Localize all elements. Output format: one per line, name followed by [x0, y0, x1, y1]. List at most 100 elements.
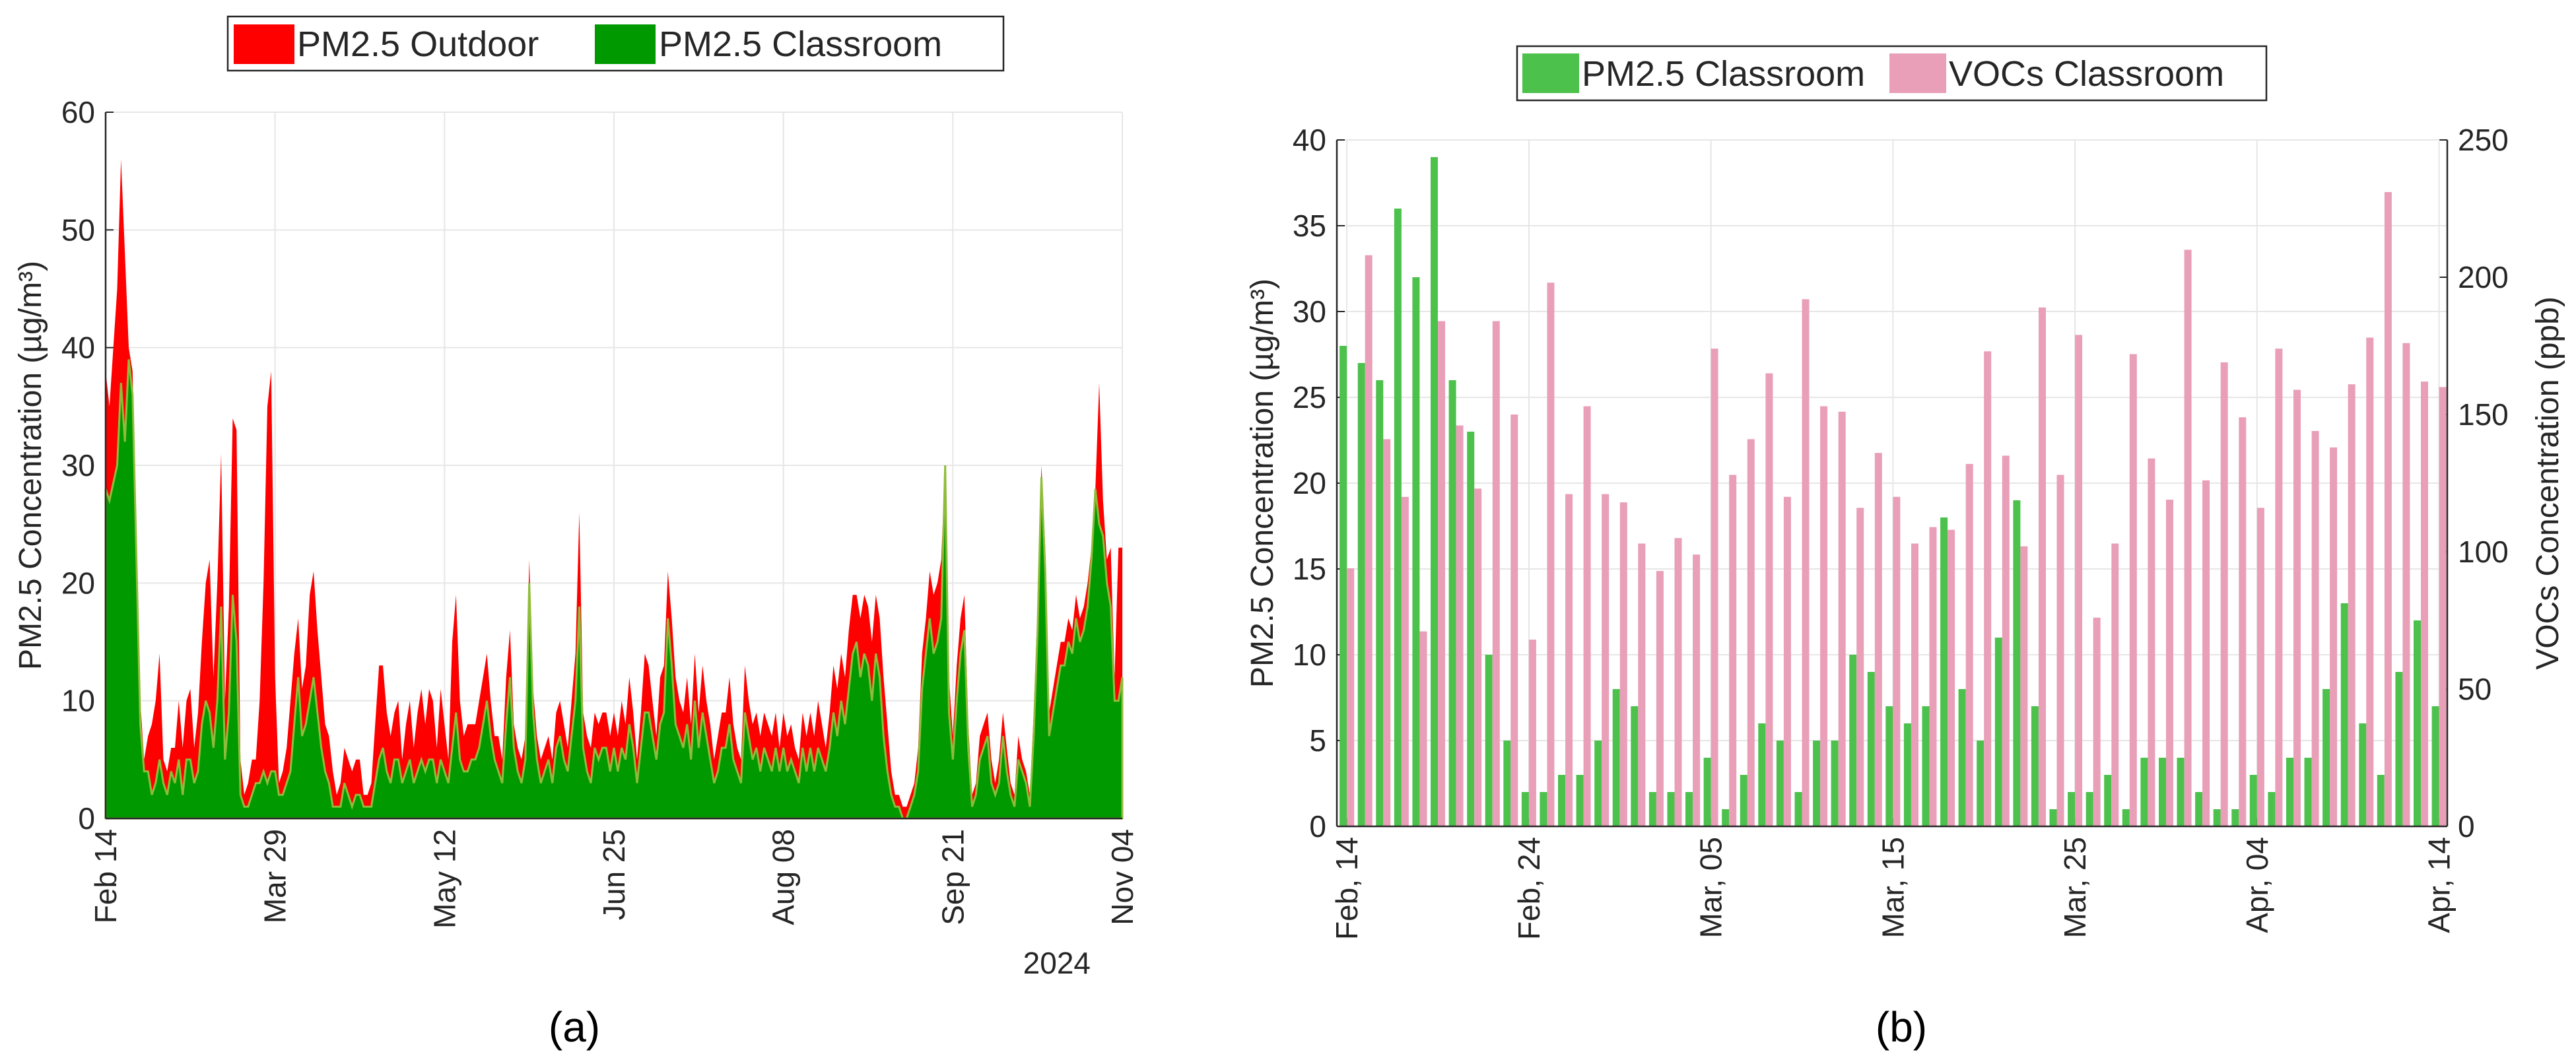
vocs-classroom-bar: [1347, 568, 1355, 826]
vocs-classroom-bar: [2421, 381, 2428, 826]
legend-swatch-vocs-classroom: [1889, 53, 1946, 93]
panel-b-axes: [1336, 140, 2449, 828]
pm25-classroom-bar: [2159, 758, 2166, 826]
panel-b-left-tick-labels: 0 5 10 15 20 25 30 35 40: [1293, 123, 1326, 844]
pm25-classroom-bar: [1558, 775, 1565, 826]
pm25-classroom-bar: [1885, 706, 1893, 826]
legend-swatch-pm25-classroom-b: [1522, 53, 1579, 93]
pm25-classroom-bar: [1612, 689, 1620, 826]
vocs-classroom-bar: [1547, 282, 1555, 826]
panel-b-right-tick-labels: 0 50 100 150 200 250: [2458, 123, 2509, 844]
panel-a-x-tick-label: Sep 21: [935, 829, 970, 925]
panel-b-legend: PM2.5 Classroom VOCs Classroom: [1516, 45, 2268, 102]
pm25-classroom-bar: [2231, 809, 2239, 826]
vocs-classroom-bar: [2366, 337, 2374, 826]
panel-a-y-tick-labels: 0 10 20 30 40 50 60: [61, 95, 95, 836]
panel-b-right-tick-label: 0: [2458, 809, 2475, 844]
pm25-classroom-bar: [1648, 792, 1656, 826]
pm25-classroom-bar: [2104, 775, 2112, 826]
pm25-classroom-bar: [1776, 741, 1784, 826]
pm25-classroom-bar: [1903, 723, 1911, 826]
vocs-classroom-bar: [1856, 508, 1864, 826]
vocs-classroom-bar: [1474, 488, 1482, 826]
vocs-classroom-bar: [2020, 546, 2028, 826]
pm25-classroom-bar: [2322, 689, 2330, 826]
pm25-classroom-bar: [1958, 689, 1966, 826]
panel-a-y-tick-label: 10: [61, 684, 95, 718]
vocs-classroom-bar: [2056, 475, 2064, 826]
panel-b-right-tick-label: 100: [2458, 535, 2509, 569]
vocs-classroom-bar: [1747, 439, 1755, 826]
vocs-classroom-bar: [1619, 502, 1627, 826]
vocs-classroom-bar: [1948, 529, 1955, 826]
vocs-classroom-bar: [2256, 508, 2264, 826]
panel-b-x-tick-label: Mar, 25: [2058, 837, 2092, 938]
pm25-classroom-bar: [1849, 655, 1857, 826]
pm25-classroom-bar: [1394, 209, 1402, 826]
legend-label-vocs-classroom: VOCs Classroom: [1949, 54, 2224, 94]
panel-a-x-tick-label: Feb 14: [88, 829, 123, 923]
pm25-classroom-bar: [2213, 809, 2221, 826]
pm25-classroom-bar: [1448, 380, 1456, 826]
pm25-classroom-bar: [2286, 758, 2293, 826]
pm25-classroom-bar: [1813, 741, 1821, 826]
pm25-classroom-bar: [1412, 277, 1420, 826]
vocs-classroom-bar: [1765, 373, 1773, 826]
panel-a-axes: [104, 112, 1122, 820]
vocs-classroom-bar: [1820, 406, 1828, 826]
panel-b-left-tick-label: 10: [1293, 638, 1326, 672]
pm25-classroom-bar: [1794, 792, 1802, 826]
vocs-classroom-bar: [1783, 496, 1791, 826]
pm25-classroom-bar: [1576, 775, 1584, 826]
pm25-classroom-bar: [1503, 741, 1511, 826]
vocs-classroom-bar: [2093, 617, 2101, 826]
pm25-classroom-bar: [1685, 792, 1693, 826]
panel-b-x-tick-label: Mar, 15: [1876, 837, 1910, 938]
panel-b-left-tick-label: 20: [1293, 466, 1326, 500]
pm25-classroom-bar: [1740, 775, 1747, 826]
vocs-classroom-bar: [1602, 494, 1610, 826]
panel-a-area-chart: 0 10 20 30 40 50 60 Feb 14 Mar 29 May 12 Jun 25 Au…: [13, 15, 1139, 1051]
vocs-classroom-bar: [1583, 406, 1591, 826]
vocs-classroom-bar: [1965, 463, 1973, 826]
panel-b-right-tick-label: 150: [2458, 397, 2509, 432]
panel-b-left-tick-label: 35: [1293, 209, 1326, 243]
panel-a-x-tick-label: May 12: [427, 829, 461, 929]
vocs-classroom-bar: [2348, 384, 2356, 826]
vocs-classroom-bar: [1383, 439, 1391, 826]
pm25-classroom-bar: [2395, 672, 2403, 826]
panel-a-y-tick-label: 60: [61, 95, 95, 129]
vocs-classroom-bar: [1401, 496, 1409, 826]
panel-a-x-tick-label: Nov 04: [1105, 829, 1139, 925]
pm25-classroom-bar: [2140, 758, 2148, 826]
vocs-classroom-bar: [2293, 389, 2301, 826]
vocs-classroom-bar: [2384, 192, 2392, 826]
panel-a-x-tick-labels: Feb 14 Mar 29 May 12 Jun 25 Aug 08 Sep 21 Nov …: [88, 829, 1139, 929]
pm25-classroom-bar: [1540, 792, 1547, 826]
panel-a-x-tick-label: Jun 25: [597, 829, 631, 920]
pm25-classroom-bar: [1722, 809, 1730, 826]
pm25-classroom-bar: [1594, 741, 1602, 826]
vocs-classroom-bar: [2402, 343, 2410, 826]
panel-b-x-tick-labels: Feb, 14 Feb, 24 Mar, 05 Mar, 15 Mar, 25 Apr, …: [1330, 837, 2456, 940]
pm25-classroom-bar: [2414, 620, 2421, 826]
pm25-classroom-bar: [2068, 792, 2076, 826]
vocs-classroom-bar: [1729, 475, 1737, 826]
legend-swatch-pm25-outdoor: [234, 24, 294, 64]
panel-b-left-axis-label: PM2.5 Concentration (µg/m³): [1245, 279, 1280, 688]
panel-a-legend: PM2.5 Outdoor PM2.5 Classroom: [226, 15, 1005, 72]
vocs-classroom-bar: [1911, 543, 1918, 826]
vocs-classroom-bar: [1656, 571, 1664, 826]
pm25-classroom-bar: [2431, 706, 2439, 826]
vocs-classroom-bar: [2202, 480, 2210, 826]
pm25-classroom-bar: [1940, 517, 1948, 826]
pm25-classroom-bar: [1339, 346, 1347, 826]
vocs-classroom-bar: [1638, 543, 1646, 826]
panel-a-y-tick-label: 20: [61, 566, 95, 600]
pm25-classroom-bar: [1994, 638, 2002, 826]
pm25-classroom-bar: [1703, 758, 1711, 826]
panel-b-bar-chart: 0 5 10 15 20 25 30 35 40 0 50 100 150 200 250 Feb, 14…: [1245, 45, 2565, 1051]
panel-b-left-tick-label: 40: [1293, 123, 1326, 157]
pm25-outdoor-area: [106, 159, 1122, 819]
